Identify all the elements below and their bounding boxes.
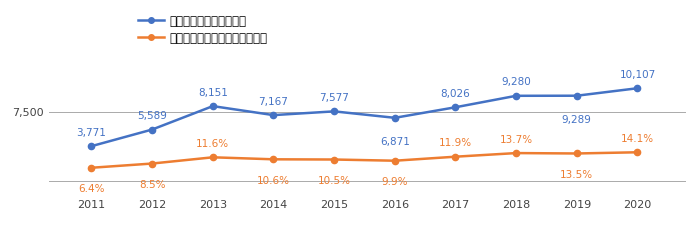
- 部分デザインの出願件数: [330, 110, 338, 113]
- 部分デザインの出願件数: [512, 94, 520, 97]
- 全体デザイン出願に対する割合: [634, 151, 642, 154]
- Text: 6.4%: 6.4%: [78, 184, 105, 194]
- Text: 8,026: 8,026: [440, 89, 470, 99]
- Text: 10.6%: 10.6%: [257, 176, 290, 186]
- 部分デザインの出願件数: [452, 106, 460, 109]
- Legend: 部分デザインの出願件数, 全体デザイン出願に対する割合: 部分デザインの出願件数, 全体デザイン出願に対する割合: [138, 15, 267, 45]
- 部分デザインの出願件数: [270, 114, 278, 117]
- Text: 6,871: 6,871: [380, 137, 410, 147]
- 全体デザイン出願に対する割合: [452, 155, 460, 158]
- 全体デザイン出願に対する割合: [330, 158, 338, 161]
- 部分デザインの出願件数: [634, 87, 642, 90]
- Text: 10.5%: 10.5%: [318, 176, 351, 186]
- 部分デザインの出願件数: [209, 105, 217, 108]
- Text: 13.7%: 13.7%: [500, 135, 533, 145]
- Text: 9,289: 9,289: [562, 115, 592, 125]
- 部分デザインの出願件数: [391, 116, 399, 119]
- Text: 8,151: 8,151: [198, 88, 228, 98]
- 全体デザイン出願に対する割合: [209, 156, 217, 159]
- Text: 10,107: 10,107: [620, 70, 656, 80]
- Text: 9.9%: 9.9%: [382, 177, 408, 187]
- Text: 8.5%: 8.5%: [139, 180, 165, 190]
- Text: 11.9%: 11.9%: [439, 138, 472, 148]
- Text: 7,167: 7,167: [258, 97, 288, 107]
- Text: 11.6%: 11.6%: [196, 139, 230, 149]
- Line: 全体デザイン出願に対する割合: 全体デザイン出願に対する割合: [88, 149, 641, 171]
- 全体デザイン出願に対する割合: [573, 152, 581, 155]
- 全体デザイン出願に対する割合: [512, 152, 520, 155]
- 全体デザイン出願に対する割合: [148, 162, 156, 165]
- Text: 13.5%: 13.5%: [560, 170, 594, 180]
- 全体デザイン出願に対する割合: [270, 158, 278, 161]
- 部分デザインの出願件数: [573, 94, 581, 97]
- 部分デザインの出願件数: [148, 128, 156, 131]
- 全体デザイン出願に対する割合: [88, 166, 96, 169]
- 全体デザイン出願に対する割合: [391, 159, 399, 162]
- Line: 部分デザインの出願件数: 部分デザインの出願件数: [88, 85, 641, 149]
- Text: 9,280: 9,280: [501, 77, 531, 87]
- 部分デザインの出願件数: [88, 145, 96, 148]
- Text: 5,589: 5,589: [137, 111, 167, 121]
- Text: 14.1%: 14.1%: [621, 134, 654, 144]
- Text: 3,771: 3,771: [76, 128, 106, 138]
- Text: 7,577: 7,577: [319, 93, 349, 103]
